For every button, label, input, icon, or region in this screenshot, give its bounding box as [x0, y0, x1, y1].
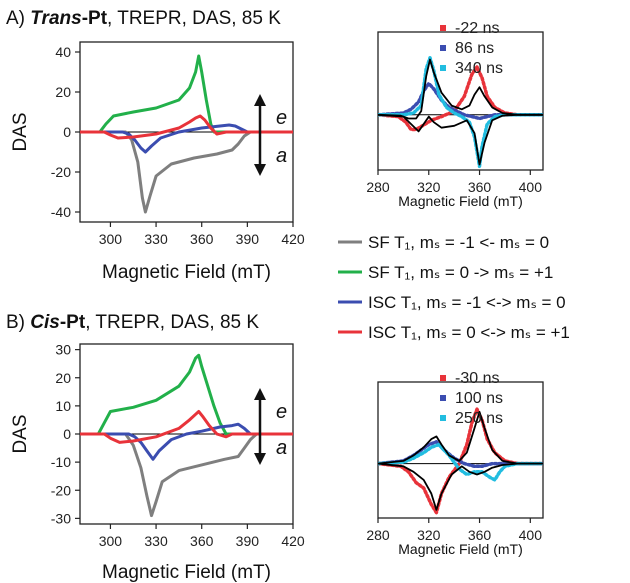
- y-tick-label: 20: [55, 84, 71, 100]
- panel-a-title: A) Trans-Pt, TREPR, DAS, 85 K: [6, 8, 281, 29]
- transition-legend: SF T₁, mₛ = -1 <- mₛ = 0 SF T₁, mₛ = 0 ->…: [338, 233, 570, 342]
- series-line-1: [378, 407, 543, 515]
- legend-label: 100 ns: [455, 390, 503, 407]
- y-tick-label: 10: [55, 398, 71, 414]
- x-tick-label: 360: [468, 179, 492, 195]
- series-line-1: [80, 130, 293, 214]
- x-tick-label: 400: [519, 527, 543, 543]
- series-line-5: [378, 462, 543, 511]
- y-tick-label: -20: [51, 164, 71, 180]
- arrow-label-e-b: e: [276, 401, 287, 423]
- x-tick-label: 320: [417, 179, 441, 195]
- series-line-2: [80, 54, 293, 134]
- y-tick-label: -10: [51, 454, 71, 470]
- plot-frame: [377, 31, 544, 171]
- legend-swatch: [440, 395, 446, 401]
- legend-swatch: [440, 375, 446, 381]
- arrow-down-head-b: [254, 453, 266, 465]
- y-axis-label: DAS: [10, 112, 31, 151]
- series-line-4: [378, 411, 543, 465]
- legend-label: 250 ns: [455, 410, 503, 427]
- legend-swatch: [440, 65, 446, 71]
- y-tick-label: 40: [55, 44, 71, 60]
- series-line-4: [80, 410, 293, 444]
- x-tick-label: 300: [99, 231, 123, 247]
- x-tick-label: 360: [190, 231, 214, 247]
- x-tick-label: 330: [144, 533, 168, 549]
- x-tick-label: 320: [417, 527, 441, 543]
- legend-label: -22 ns: [455, 20, 499, 37]
- series-line-4: [80, 114, 293, 140]
- y-tick-label: -20: [51, 482, 71, 498]
- arrow-indicator-b: e a: [254, 388, 287, 465]
- series-line-1: [80, 432, 293, 518]
- panel-b-title: B) Cis-Pt, TREPR, DAS, 85 K: [6, 312, 259, 333]
- x-axis-label: Magnetic Field (mT): [398, 541, 522, 557]
- arrow-label-a-a: a: [276, 145, 287, 167]
- x-tick-label: 300: [99, 533, 123, 549]
- chart-b-das: 300 330 360 390 420 30 20 10 0 -10 -20 -30 Magnetic …: [10, 342, 305, 583]
- arrow-label-e-a: e: [276, 107, 287, 129]
- y-tick-label: 20: [55, 370, 71, 386]
- x-tick-label: 360: [468, 527, 492, 543]
- chart-a-das: 300 330 360 390 420 40 20 0 -20 -40 Magnetic Field…: [10, 41, 305, 283]
- transition-legend-label: ISC T₁, mₛ = -1 <-> mₛ = 0: [368, 293, 566, 312]
- arrow-label-a-b: a: [276, 437, 287, 459]
- transition-legend-label: ISC T₁, mₛ = 0 <-> mₛ = +1: [368, 323, 570, 342]
- transition-legend-label: SF T₁, mₛ = -1 <- mₛ = 0: [368, 233, 549, 252]
- y-axis-label: DAS: [10, 414, 31, 453]
- y-tick-label: -40: [51, 204, 71, 220]
- legend-label: 86 ns: [455, 40, 494, 57]
- y-tick-label: -30: [51, 510, 71, 526]
- series-line-2: [80, 353, 293, 436]
- x-tick-label: 280: [366, 179, 390, 195]
- series-line-4: [378, 58, 543, 120]
- legend-swatch: [440, 25, 446, 31]
- arrow-up-head-b: [254, 388, 266, 400]
- x-tick-label: 400: [519, 179, 543, 195]
- x-axis-label: Magnetic Field (mT): [398, 193, 522, 209]
- legend-swatch: [440, 415, 446, 421]
- arrow-down-head-a: [254, 164, 266, 176]
- y-tick-label: 0: [63, 124, 71, 140]
- arrow-indicator-a: e a: [254, 94, 287, 176]
- y-tick-label: 30: [55, 342, 71, 358]
- x-tick-label: 330: [144, 231, 168, 247]
- x-tick-label: 390: [236, 533, 260, 549]
- legend-label: -30 ns: [455, 370, 499, 387]
- x-axis-label: Magnetic Field (mT): [102, 562, 271, 583]
- x-tick-label: 360: [190, 533, 214, 549]
- arrow-up-head-a: [254, 94, 266, 106]
- transition-legend-label: SF T₁, mₛ = 0 -> mₛ = +1: [368, 263, 553, 282]
- legend-label: 340 ns: [455, 60, 503, 77]
- x-tick-label: 420: [281, 533, 305, 549]
- plot-frame: [377, 381, 544, 519]
- series-line-5: [378, 113, 543, 166]
- x-axis-label: Magnetic Field (mT): [102, 262, 271, 283]
- x-tick-label: 390: [236, 231, 260, 247]
- y-tick-label: 0: [63, 426, 71, 442]
- legend-swatch: [440, 45, 446, 51]
- x-tick-label: 420: [281, 231, 305, 247]
- x-tick-label: 280: [366, 527, 390, 543]
